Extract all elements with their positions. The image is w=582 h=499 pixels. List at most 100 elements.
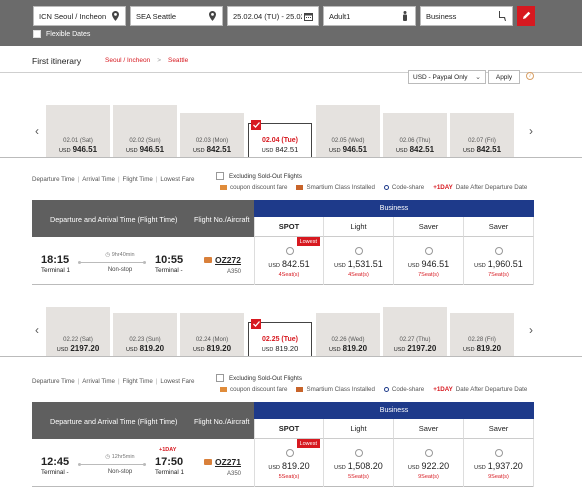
fare-option[interactable]: USD 946.51 7Seat(s) xyxy=(394,237,464,285)
price-value: 842.51 xyxy=(476,145,502,154)
date-option-selected[interactable]: 02.25 (Tue) USD 819.20 xyxy=(248,319,312,356)
cabin-field[interactable]: Business xyxy=(420,6,513,26)
date-option[interactable]: 02.26 (Wed) USD 819.20 xyxy=(316,313,380,356)
sort-departure-time[interactable]: Departure Time xyxy=(32,176,75,183)
fare-option[interactable]: USD 1,937.20 9Seat(s) xyxy=(464,439,534,487)
fare-option[interactable]: USD 1,508.20 5Seat(s) xyxy=(324,439,394,487)
exclude-soldout-toggle[interactable]: Excluding Sold-Out Flights xyxy=(216,172,302,180)
flexible-dates-checkbox[interactable] xyxy=(33,30,41,38)
fare-type-header: SPOT xyxy=(254,217,324,237)
dates-field[interactable]: 25.02.04 (TU) - 25.02.25 (T... xyxy=(227,6,319,26)
fare-option[interactable]: Lowest USD 842.51 4Seat(s) xyxy=(254,237,324,285)
date-option[interactable]: 02.01 (Sat) USD 946.51 xyxy=(46,105,110,157)
currency-code: USD xyxy=(125,347,138,353)
next-dates-arrow-icon[interactable]: › xyxy=(529,124,533,138)
date-label: 02.07 (Fri) xyxy=(468,138,496,144)
flexible-dates-toggle[interactable]: Flexible Dates xyxy=(33,30,90,38)
dates-value: 25.02.04 (TU) - 25.02.25 (T... xyxy=(233,11,302,21)
seats-left: 7Seat(s) xyxy=(418,272,439,278)
fare-radio[interactable] xyxy=(355,247,363,255)
fare-option[interactable]: USD 1,960.51 7Seat(s) xyxy=(464,237,534,285)
date-label: 02.04 (Tue) xyxy=(261,137,299,144)
duration-value: 9hr40min xyxy=(111,252,135,258)
date-option[interactable]: 02.27 (Thu) USD 2197.20 xyxy=(383,307,447,356)
date-option[interactable]: 02.02 (Sun) USD 946.51 xyxy=(113,105,177,157)
date-label: 02.27 (Thu) xyxy=(399,337,431,343)
fare-option[interactable]: USD 922.20 9Seat(s) xyxy=(394,439,464,487)
date-option[interactable]: 02.24 (Mon) USD 819.20 xyxy=(180,313,244,356)
fare-option[interactable]: Lowest USD 819.20 5Seat(s) xyxy=(254,439,324,487)
chevron-right-icon: > xyxy=(157,57,161,64)
exclude-soldout-checkbox[interactable] xyxy=(216,172,224,180)
col-time-header: Departure and Arrival Time (Flight Time) xyxy=(50,417,178,426)
currency-code: USD xyxy=(328,347,341,353)
prev-dates-arrow-icon[interactable]: ‹ xyxy=(35,323,39,337)
price-value: 819.20 xyxy=(282,461,310,471)
flight-number-link[interactable]: OZ272 xyxy=(204,255,241,265)
location-pin-icon xyxy=(206,10,218,22)
fare-radio[interactable] xyxy=(425,247,433,255)
date-option[interactable]: 02.05 (Wed) USD 946.51 xyxy=(316,105,380,157)
currency-select[interactable]: USD - Paypal Only ⌄ xyxy=(408,70,486,84)
exclude-soldout-checkbox[interactable] xyxy=(216,374,224,382)
fare-option[interactable]: USD 1,531.51 4Seat(s) xyxy=(324,237,394,285)
fare-radio[interactable] xyxy=(286,449,294,457)
date-price: USD 842.51 xyxy=(383,145,447,154)
info-icon[interactable]: i xyxy=(526,72,534,80)
legend-plus-day: Date After Departure Date xyxy=(455,386,528,393)
currency-code: USD xyxy=(334,263,346,269)
date-option[interactable]: 02.07 (Fri) USD 842.51 xyxy=(450,113,514,157)
arrival-terminal: Terminal 1 xyxy=(155,469,185,476)
origin-field[interactable]: ICN Seoul / Incheon xyxy=(33,6,126,26)
date-option-selected[interactable]: 02.04 (Tue) USD 842.51 xyxy=(248,120,312,157)
sort-lowest-fare[interactable]: Lowest Fare xyxy=(160,378,195,385)
fare-radio[interactable] xyxy=(355,449,363,457)
sort-arrival-time[interactable]: Arrival Time xyxy=(82,378,115,385)
stops-label: Non-stop xyxy=(107,469,133,475)
prev-dates-arrow-icon[interactable]: ‹ xyxy=(35,124,39,138)
codeshare-icon xyxy=(383,185,389,190)
search-bar: ICN Seoul / Incheon SEA Seattle 25.02.04… xyxy=(0,0,582,46)
fare-radio[interactable] xyxy=(425,449,433,457)
date-option[interactable]: 02.23 (Sun) USD 819.20 xyxy=(113,313,177,356)
sort-arrival-time[interactable]: Arrival Time xyxy=(82,176,115,183)
apply-button[interactable]: Apply xyxy=(488,70,520,84)
route-from: Seoul / Incheon xyxy=(105,57,151,64)
date-option[interactable]: 02.28 (Fri) USD 819.20 xyxy=(450,313,514,356)
fare-type-header: Saver xyxy=(394,217,464,237)
exclude-soldout-toggle[interactable]: Excluding Sold-Out Flights xyxy=(216,374,302,382)
flight-number-link[interactable]: OZ271 xyxy=(204,457,241,467)
date-option[interactable]: 02.22 (Sat) USD 2197.20 xyxy=(46,307,110,356)
sort-flight-time[interactable]: Flight Time xyxy=(122,378,153,385)
departure-terminal: Terminal 1 xyxy=(41,267,71,274)
date-label: 02.24 (Mon) xyxy=(195,337,229,343)
sort-lowest-fare[interactable]: Lowest Fare xyxy=(160,176,195,183)
itinerary-route: Seoul / Incheon > Seattle xyxy=(105,57,188,64)
person-icon xyxy=(399,10,411,22)
sort-departure-time[interactable]: Departure Time xyxy=(32,378,75,385)
price-value: 819.20 xyxy=(275,344,299,353)
date-label: 02.28 (Fri) xyxy=(468,337,496,343)
edit-search-button[interactable] xyxy=(517,6,535,26)
passengers-field[interactable]: Adult1 xyxy=(323,6,416,26)
fare-radio[interactable] xyxy=(286,247,294,255)
fare-radio[interactable] xyxy=(495,247,503,255)
codeshare-icon xyxy=(383,387,389,392)
date-price: USD 819.20 xyxy=(316,344,380,353)
price-value: 842.51 xyxy=(206,145,232,154)
currency-code: USD xyxy=(393,347,406,353)
flight-number: OZ272 xyxy=(215,255,241,265)
date-option[interactable]: 02.06 (Thu) USD 842.51 xyxy=(383,113,447,157)
destination-field[interactable]: SEA Seattle xyxy=(130,6,223,26)
date-option[interactable]: 02.03 (Mon) USD 842.51 xyxy=(180,113,244,157)
price-value: 842.51 xyxy=(275,145,299,154)
price-value: 842.51 xyxy=(282,259,310,269)
legend: coupon discount fare Smartium Class Inst… xyxy=(220,386,536,393)
currency-code: USD xyxy=(192,148,205,154)
sort-flight-time[interactable]: Flight Time xyxy=(122,176,153,183)
fare-radio[interactable] xyxy=(495,449,503,457)
aircraft-type: A350 xyxy=(227,471,242,477)
airline-icon xyxy=(204,459,212,465)
next-dates-arrow-icon[interactable]: › xyxy=(529,323,533,337)
price-value: 819.20 xyxy=(139,344,165,353)
